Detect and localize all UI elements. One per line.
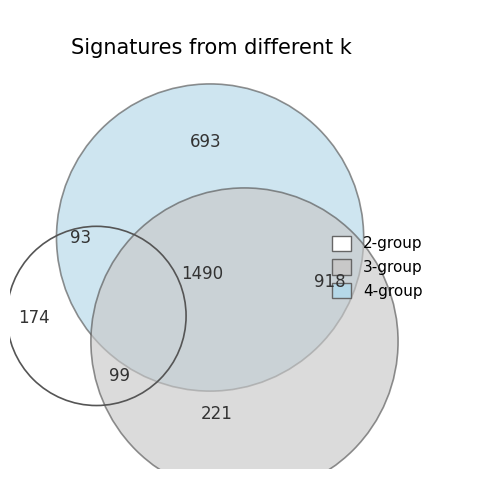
Title: Signatures from different k: Signatures from different k (71, 38, 352, 58)
Text: 918: 918 (314, 273, 346, 290)
Text: 693: 693 (191, 133, 222, 151)
Text: 174: 174 (18, 308, 50, 327)
Circle shape (56, 84, 364, 391)
Text: 221: 221 (201, 405, 232, 422)
Text: 1490: 1490 (181, 265, 223, 283)
Text: 93: 93 (70, 228, 91, 246)
Circle shape (91, 188, 398, 495)
Legend: 2-group, 3-group, 4-group: 2-group, 3-group, 4-group (332, 235, 422, 299)
Text: 99: 99 (109, 367, 130, 385)
